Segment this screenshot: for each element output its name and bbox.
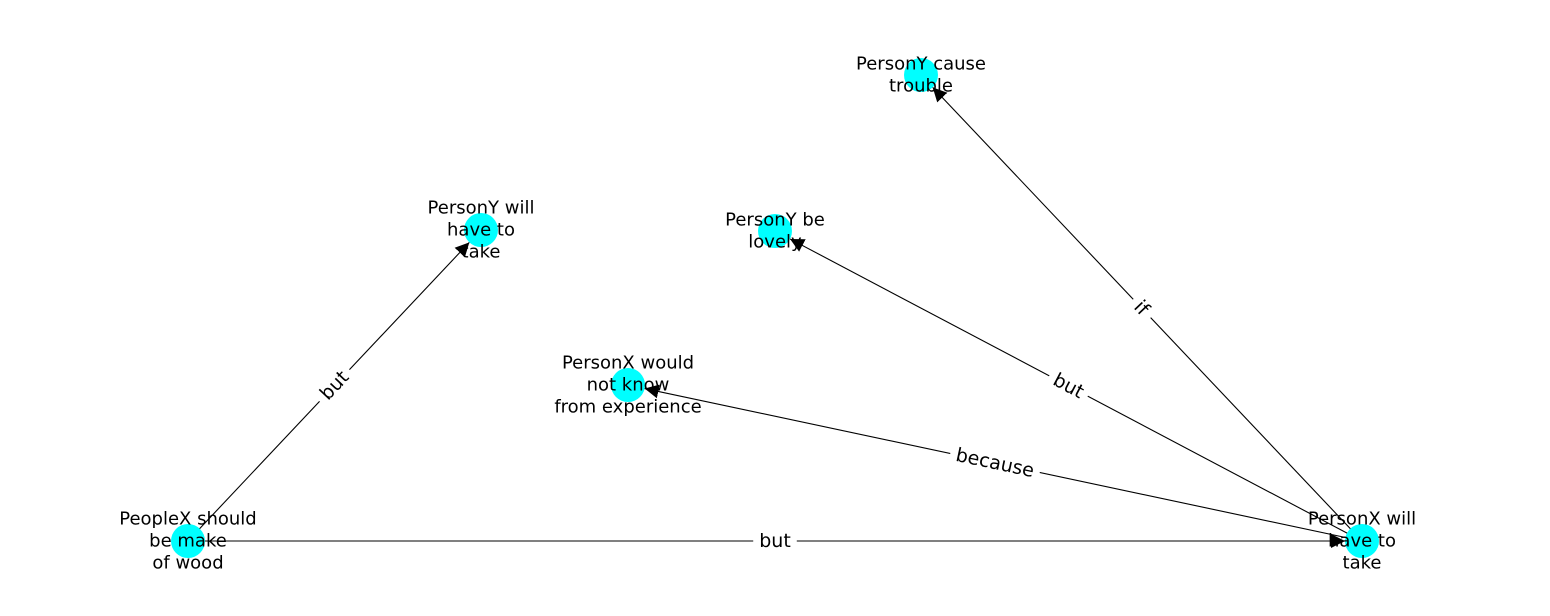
- node-label-line: have to: [1328, 531, 1396, 552]
- edge-label: because: [954, 444, 1036, 482]
- edge-label-background: [310, 361, 359, 410]
- node-label-line: of wood: [152, 553, 223, 574]
- edge-label-background: [1043, 365, 1094, 407]
- edge-label-background: [753, 529, 797, 553]
- node-n6: [904, 58, 938, 92]
- node-n3: [1345, 524, 1379, 558]
- node-label-line: PersonX would: [562, 353, 694, 374]
- edge-label: but: [759, 530, 791, 552]
- node-n5: [758, 214, 792, 248]
- edge-label-background: [1124, 291, 1160, 326]
- node-label-line: PersonX will: [1308, 509, 1416, 530]
- node-label-line: PeopleX should: [119, 509, 257, 530]
- node-label-line: not know: [587, 375, 670, 396]
- node-label-line: trouble: [889, 76, 953, 97]
- edges-layer: [187, 86, 1363, 548]
- node-label-line: lovely: [748, 232, 802, 253]
- node-label-line: have to: [447, 220, 515, 241]
- edge-label-group: if: [1124, 291, 1160, 326]
- edge-label-group: but: [753, 529, 797, 553]
- node-n1: [171, 524, 205, 558]
- node-label-line: PersonY will: [428, 198, 535, 219]
- edge-label-background: [947, 441, 1043, 485]
- node-label-line: PersonY cause: [856, 54, 986, 75]
- edge-label-group: because: [947, 441, 1043, 485]
- node-label-line: be make: [149, 531, 227, 552]
- node-n2: [464, 213, 498, 247]
- nodes-layer: [171, 58, 1379, 558]
- node-label-line: take: [1343, 553, 1382, 574]
- node-n4: [611, 368, 645, 402]
- node-label-line: PersonY be: [725, 210, 825, 231]
- node-label-line: from experience: [554, 397, 701, 418]
- edge-label-group: but: [1043, 365, 1094, 407]
- node-label-line: take: [462, 242, 501, 263]
